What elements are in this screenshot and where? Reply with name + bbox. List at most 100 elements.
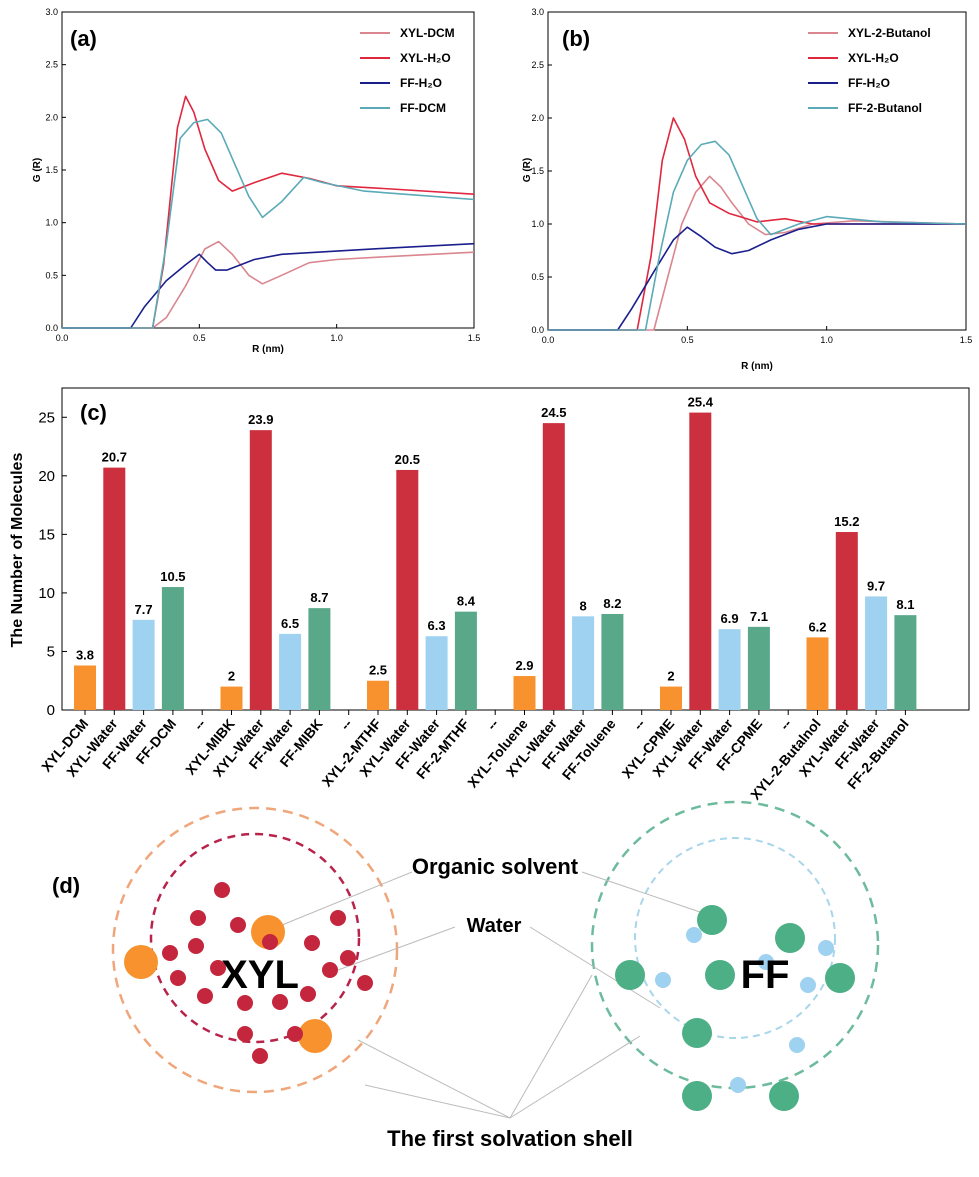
bar-value-label: 8 <box>579 598 586 613</box>
bar-value-label: 25.4 <box>688 395 714 410</box>
panel-d-label: (d) <box>52 873 80 898</box>
panel-b-ylabel: G (R) <box>522 158 533 182</box>
y-tick-label: 2.5 <box>45 60 58 70</box>
molecule-dot <box>190 910 206 926</box>
bar <box>308 608 331 710</box>
bar <box>425 636 448 710</box>
y-tick-label: 15 <box>38 526 55 543</box>
x-tick-label: 1.5 <box>468 333 481 343</box>
legend-label: FF-H₂O <box>848 76 890 90</box>
bar <box>161 587 184 710</box>
y-tick-label: 0.5 <box>531 272 544 282</box>
bar <box>689 412 712 710</box>
series-line <box>548 117 966 331</box>
category-label: -- <box>190 715 208 733</box>
panel-a-xlabel: R (nm) <box>252 344 284 355</box>
bar-value-label: 6.5 <box>281 616 299 631</box>
panel-b-xlabel: R (nm) <box>741 361 773 372</box>
panel-d-molecules <box>124 882 855 1111</box>
bar <box>542 423 565 710</box>
bar-value-label: 8.1 <box>896 597 914 612</box>
molecule-dot <box>615 960 645 990</box>
panel-b-chart: (b) R (nm) G (R) 0.0 0.5 1.0 1.5 0.0 0.5 1.0 1.… <box>522 7 972 372</box>
molecule-dot <box>162 945 178 961</box>
molecule-dot <box>769 1081 799 1111</box>
molecule-dot <box>287 1026 303 1042</box>
series-line <box>548 140 967 331</box>
bar <box>103 467 126 710</box>
category-label: -- <box>483 715 501 733</box>
panel-c-ticks: 0 5 10 15 20 25 <box>38 409 67 719</box>
panel-d-leader-lines <box>281 871 701 1119</box>
panel-b-label: (b) <box>562 26 590 51</box>
bar-value-label: 9.7 <box>867 578 885 593</box>
bar <box>279 633 302 710</box>
series-line <box>62 242 475 329</box>
legend-label: FF-H₂O <box>400 76 442 90</box>
series-line <box>548 223 966 331</box>
molecule-dot <box>682 1018 712 1048</box>
bar-value-label: 24.5 <box>541 405 566 420</box>
molecule-dot <box>170 970 186 986</box>
bar <box>454 611 477 710</box>
x-tick-label: 1.0 <box>820 335 833 345</box>
molecule-dot <box>300 986 316 1002</box>
bar-value-label: 2.9 <box>515 658 533 673</box>
legend-label: XYL-2-Butanol <box>848 26 931 40</box>
bar-value-label: 10.5 <box>160 569 185 584</box>
y-tick-label: 2.5 <box>531 60 544 70</box>
bar-value-label: 2 <box>667 669 674 684</box>
first-solvation-shell-label: The first solvation shell <box>387 1126 633 1151</box>
bar <box>367 680 389 710</box>
leader-line <box>529 926 661 1009</box>
molecule-dot <box>682 1081 712 1111</box>
bar-value-label: 6.2 <box>808 619 826 634</box>
bar-value-label: 7.7 <box>135 602 153 617</box>
molecule-dot <box>789 1037 805 1053</box>
molecule-dot <box>262 934 278 950</box>
series-line <box>62 118 475 329</box>
bar-value-label: 7.1 <box>750 609 768 624</box>
bar <box>513 676 536 710</box>
bar-value-label: 8.7 <box>310 590 328 605</box>
molecule-dot <box>124 945 158 979</box>
bar-value-label: 3.8 <box>76 648 94 663</box>
bar <box>894 615 917 710</box>
molecule-dot <box>330 910 346 926</box>
molecule-dot <box>252 1048 268 1064</box>
x-tick-label: 0.5 <box>193 333 206 343</box>
leader-line <box>509 974 593 1119</box>
bar <box>806 637 829 710</box>
panel-a-label: (a) <box>70 26 97 51</box>
panel-c-ylabel: The Number of Molecules <box>9 453 26 648</box>
bar <box>249 430 272 710</box>
molecule-dot <box>697 905 727 935</box>
molecule-dot <box>197 988 213 1004</box>
bar <box>601 613 624 710</box>
bar <box>865 596 888 710</box>
x-tick-label: 1.5 <box>960 335 973 345</box>
legend-label: FF-2-Butanol <box>848 101 922 115</box>
series-line <box>548 175 967 331</box>
leader-line <box>509 1035 641 1119</box>
bar <box>572 616 595 710</box>
molecule-dot <box>188 938 204 954</box>
molecule-dot <box>800 977 816 993</box>
panel-c-bars: 3.8 20.7 7.7 10.5 2 23.9 6.5 8.7 2.5 20.5 6.3 8.4 2.… <box>74 395 917 710</box>
molecule-dot <box>230 917 246 933</box>
legend-label: XYL-DCM <box>400 26 455 40</box>
molecule-dot <box>272 994 288 1010</box>
xyl-first-solvation-shell <box>149 832 361 1044</box>
x-tick-label: 0.5 <box>681 335 694 345</box>
legend-label: XYL-H₂O <box>848 51 899 65</box>
y-tick-label: 0 <box>47 702 55 719</box>
ff-label: FF <box>741 953 790 997</box>
y-tick-label: 3.0 <box>45 7 58 17</box>
molecule-dot <box>775 923 805 953</box>
molecule-dot <box>210 960 226 976</box>
panel-a-legend: XYL-DCM XYL-H₂O FF-H₂O FF-DCM <box>360 26 455 115</box>
molecule-dot <box>237 995 253 1011</box>
y-tick-label: 1.5 <box>45 165 58 175</box>
molecule-dot <box>758 954 774 970</box>
